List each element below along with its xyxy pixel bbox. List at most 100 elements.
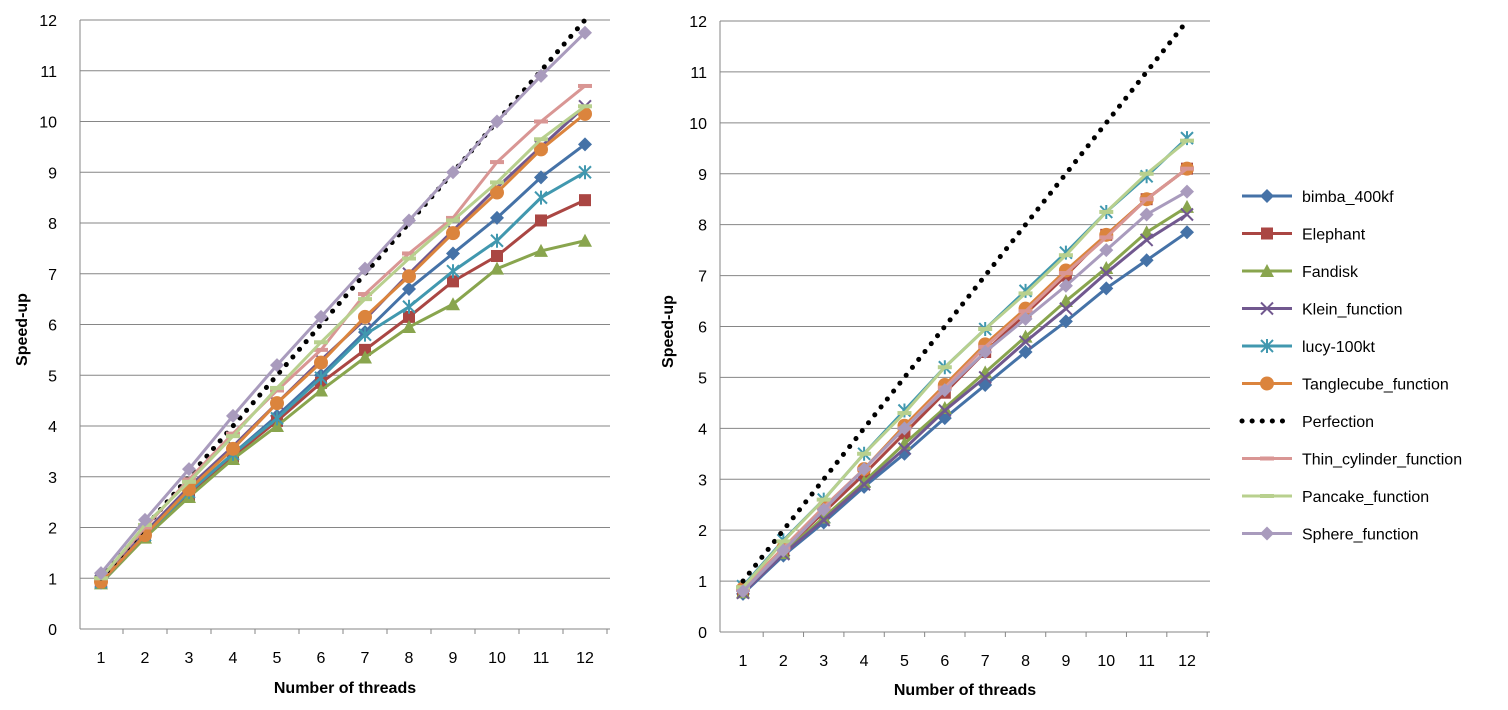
data-point: [978, 370, 992, 385]
x-tick-label: 11: [533, 650, 550, 667]
data-point: [402, 251, 416, 256]
series-line: [99, 105, 586, 580]
x-tick-label: 3: [185, 650, 194, 667]
legend-marker: [1260, 264, 1274, 277]
data-point: [938, 403, 952, 418]
data-point: [1180, 184, 1194, 199]
data-point: [857, 462, 872, 477]
legend: bimba_400kf Elephant Fandisk Klein_function…: [1239, 189, 1462, 544]
x-tick-label: 7: [361, 650, 370, 667]
data-point: [1139, 207, 1154, 222]
series-line: [99, 112, 586, 583]
data-point: [736, 584, 750, 599]
legend-label: Fandisk: [1302, 264, 1359, 281]
series-bimba_400kf: [94, 137, 592, 588]
data-point: [578, 104, 592, 109]
legend-label: bimba_400kf: [1302, 189, 1394, 206]
data-point: [937, 400, 952, 414]
data-point: [534, 190, 548, 205]
legend-item: Fandisk: [1242, 264, 1359, 281]
legend-label: Pancake_function: [1302, 489, 1429, 506]
data-point: [578, 233, 592, 247]
y-tick-label: 10: [689, 116, 707, 133]
data-point: [402, 256, 416, 261]
legend-label: Tanglecube_function: [1302, 377, 1449, 394]
data-point: [446, 215, 460, 220]
data-point: [1058, 314, 1073, 329]
y-tick-label: 6: [698, 320, 707, 337]
series-Klein_function: [736, 207, 1194, 600]
data-point: [1139, 171, 1154, 176]
y-tick-label: 2: [698, 523, 707, 540]
legend-marker: [1260, 301, 1274, 316]
legend-label: Sphere_function: [1302, 527, 1419, 544]
data-point: [1099, 209, 1114, 214]
data-point: [402, 213, 416, 228]
data-point: [402, 299, 416, 314]
data-point: [490, 233, 504, 248]
y-tick-label: 11: [690, 65, 707, 82]
data-point: [446, 246, 460, 261]
legend-marker: [1260, 189, 1274, 203]
series-Thin_cylinder_function: [94, 83, 592, 581]
data-point: [359, 343, 371, 356]
data-point: [226, 408, 240, 423]
data-point: [138, 525, 152, 530]
data-point: [1059, 301, 1073, 316]
y-tick-label: 1: [698, 574, 707, 591]
x-tick-label: 11: [1138, 653, 1155, 670]
series-line: [99, 31, 587, 575]
legend-marker: [1260, 376, 1274, 391]
data-point: [578, 25, 592, 40]
legend-item: Perfection: [1239, 414, 1374, 431]
data-point: [270, 396, 284, 411]
data-point: [270, 385, 284, 390]
series-lucy-100kt: [94, 165, 592, 590]
data-point: [578, 165, 592, 180]
data-point: [776, 543, 791, 558]
data-point: [182, 462, 196, 477]
data-point: [535, 214, 547, 227]
data-point: [534, 119, 548, 124]
series-line: [741, 139, 1188, 589]
x-tick-label: 7: [981, 653, 990, 670]
legend-item: Thin_cylinder_function: [1242, 452, 1462, 469]
data-point: [1099, 266, 1113, 280]
data-point: [897, 441, 912, 456]
series-bimba_400kf: [736, 225, 1194, 601]
legend-item: Klein_function: [1242, 302, 1403, 319]
data-point: [534, 137, 548, 142]
y-tick-label: 2: [48, 521, 57, 538]
y-tick-label: 11: [40, 64, 57, 81]
legend-marker: [1260, 339, 1274, 353]
data-point: [578, 137, 592, 152]
data-point: [1018, 335, 1033, 349]
series-Pancake_function: [736, 138, 1194, 590]
x-tick-label: 8: [1021, 653, 1030, 670]
data-point: [402, 320, 416, 334]
x-tick-label: 10: [1097, 653, 1115, 670]
series-line: [741, 137, 1189, 588]
data-point: [490, 114, 504, 129]
data-point: [1139, 197, 1154, 202]
y-tick-label: 12: [689, 14, 707, 31]
data-point: [1018, 344, 1033, 359]
series-line: [741, 190, 1188, 593]
data-point: [816, 502, 831, 517]
data-point: [490, 261, 504, 275]
y-tick-label: 8: [698, 218, 707, 235]
data-point: [817, 513, 831, 527]
data-point: [816, 497, 831, 502]
x-tick-label: 2: [141, 650, 150, 667]
y-tick-label: 5: [698, 370, 707, 387]
x-tick-label: 9: [449, 650, 458, 667]
y-axis-title: Speed-up: [660, 295, 677, 368]
data-point: [403, 310, 415, 323]
data-point: [534, 243, 548, 257]
data-point: [1099, 243, 1114, 258]
y-tick-label: 1: [48, 571, 57, 588]
data-point: [1180, 166, 1194, 171]
data-point: [402, 281, 416, 296]
data-point: [1058, 271, 1073, 276]
